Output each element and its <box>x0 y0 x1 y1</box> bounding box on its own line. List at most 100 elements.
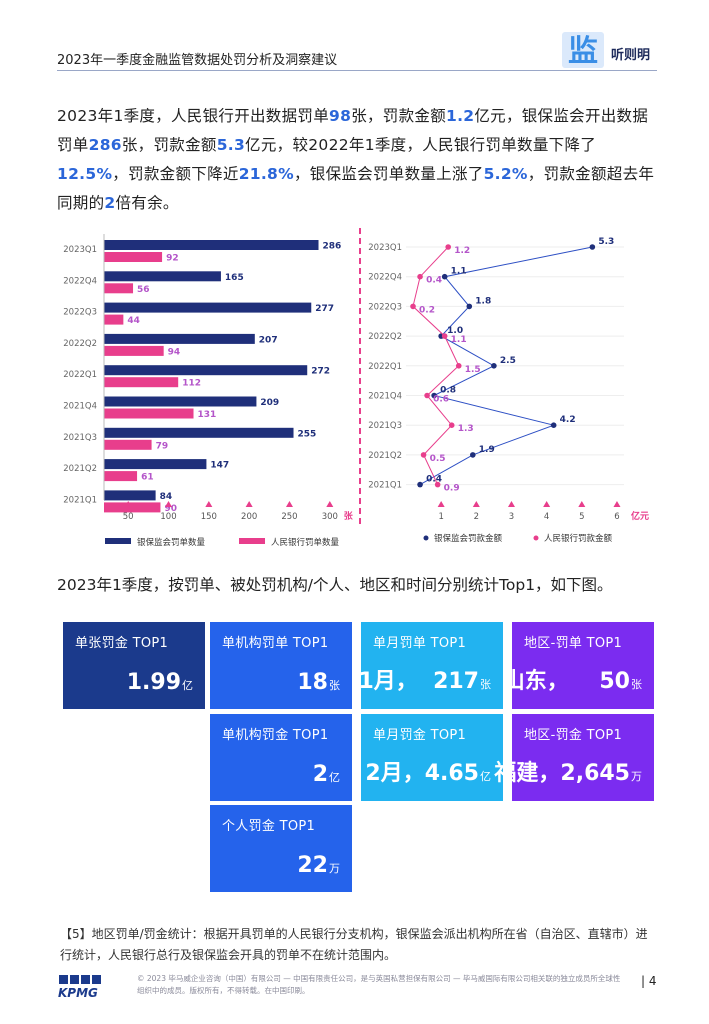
line-label-pboc: 1.2 <box>454 246 470 256</box>
line-category-label: 2021Q3 <box>368 421 402 431</box>
line-x-tick-label: 5 <box>579 512 584 522</box>
bar-category-label: 2021Q2 <box>63 464 97 474</box>
line-label-yinbao: 1.1 <box>451 267 467 277</box>
highlight-number: 5.3 <box>216 136 246 154</box>
bar-tick-marker <box>245 501 253 507</box>
highlight-number: 286 <box>88 136 122 154</box>
intro-text: ，银保监会罚单数量上涨了 <box>293 165 484 183</box>
header-divider <box>57 70 657 71</box>
point-yinbao <box>441 273 448 280</box>
line-tick-marker <box>543 501 551 507</box>
bar-tick-marker <box>285 501 293 507</box>
card-value-number: 1.99 <box>126 670 181 695</box>
jian-logo: 监 <box>562 32 604 68</box>
bar-label-yinbao: 147 <box>210 461 229 471</box>
bar-label-pboc: 94 <box>168 347 181 357</box>
card-value-number: 1月， 217 <box>358 669 479 694</box>
bar-label-pboc: 56 <box>137 285 150 295</box>
intro-text: ，罚款金额下降近 <box>112 165 239 183</box>
line-x-tick-label: 4 <box>544 512 549 522</box>
highlight-number: 2 <box>104 194 116 212</box>
card-title: 单月罚金 TOP1 <box>373 728 467 743</box>
top1-card: 单机构罚单 TOP1 18张 <box>210 622 352 709</box>
bar-pboc-2021Q3 <box>104 439 152 450</box>
point-yinbao <box>431 392 437 399</box>
bar-category-label: 2023Q1 <box>63 245 97 255</box>
bar-yinbao-2022Q3 <box>104 302 312 313</box>
card-title: 单月罚单 TOP1 <box>373 636 467 651</box>
chart-divider <box>359 228 361 524</box>
line-chart-penalty-amounts: 2023Q1 2022Q4 2022Q3 2022Q2 2022Q1 2021Q4 2021… <box>368 237 649 544</box>
bar-tick-marker <box>205 501 213 507</box>
card-value-unit: 万 <box>631 770 642 783</box>
bar-label-yinbao: 255 <box>298 429 317 439</box>
line-label-pboc: 1.5 <box>465 365 481 375</box>
bar-yinbao-2021Q1 <box>104 490 156 501</box>
bar-yinbao-2022Q2 <box>104 333 255 344</box>
legend-label-pboc-amount: 人民银行罚款金额 <box>544 533 613 544</box>
bar-label-yinbao: 209 <box>260 398 279 408</box>
legend-label-pboc: 人民银行罚单数量 <box>271 537 340 548</box>
legend-swatch-pboc <box>239 538 265 544</box>
line-label-yinbao: 1.0 <box>447 326 463 336</box>
bar-x-unit: 张 <box>344 510 354 522</box>
bar-label-pboc: 61 <box>141 473 154 483</box>
card-value-number: 山东， 50 <box>502 669 630 694</box>
line-label-yinbao: 1.9 <box>479 445 495 455</box>
intro-text: 张，罚款金额 <box>121 136 217 154</box>
line-label-yinbao: 0.8 <box>440 386 456 396</box>
line-label-pboc: 1.1 <box>451 335 467 345</box>
bar-yinbao-2022Q4 <box>104 271 221 282</box>
line-category-label: 2022Q2 <box>368 332 402 342</box>
line-x-unit: 亿元 <box>631 510 649 522</box>
bar-category-label: 2021Q4 <box>63 402 97 412</box>
bar-category-label: 2022Q2 <box>63 339 97 349</box>
line-label-pboc: 0.6 <box>433 395 449 405</box>
line-x-tick-label: 2 <box>474 512 479 522</box>
line-label-yinbao: 2.5 <box>500 356 516 366</box>
bar-yinbao-2021Q3 <box>104 427 294 438</box>
card-title: 地区-罚金 TOP1 <box>524 728 623 743</box>
line-category-label: 2022Q1 <box>368 362 402 372</box>
card-value-unit: 万 <box>329 862 340 875</box>
bar-pboc-2021Q2 <box>104 471 138 482</box>
bar-pboc-2022Q1 <box>104 377 179 388</box>
line-category-label: 2021Q1 <box>368 481 402 491</box>
point-yinbao <box>470 452 476 458</box>
point-pboc <box>441 333 448 339</box>
line-label-pboc: 0.2 <box>419 305 435 315</box>
point-yinbao <box>550 422 557 428</box>
card-value-number: 2月，4.65 <box>365 761 479 786</box>
bar-label-pboc: 131 <box>198 410 217 420</box>
line-label-pboc: 0.4 <box>426 276 442 286</box>
card-title: 单机构罚单 TOP1 <box>222 636 329 651</box>
copyright-text: © 2023 毕马威企业咨询（中国）有限公司 — 中国有限责任公司，是与英国私营… <box>137 974 621 995</box>
line-label-pboc: 0.9 <box>444 484 460 494</box>
point-pboc <box>448 422 455 428</box>
bar-x-tick-label: 150 <box>201 512 217 522</box>
card-value-unit: 张 <box>480 678 491 691</box>
card-value: 18张 <box>297 670 340 695</box>
line-tick-marker <box>578 501 586 507</box>
bar-pboc-2021Q1 <box>104 502 161 513</box>
line-category-label: 2022Q3 <box>368 302 402 312</box>
intro-text: ，罚款金额超去年同期的 <box>57 165 655 212</box>
line-tick-marker <box>472 501 480 507</box>
highlight-number: 1.2 <box>446 107 475 125</box>
line-label-yinbao: 4.2 <box>560 415 576 425</box>
bar-tick-marker <box>165 501 173 507</box>
bar-label-yinbao: 84 <box>160 492 173 502</box>
card-value-number: 22 <box>297 853 328 878</box>
card-value: 22万 <box>297 853 340 878</box>
line-tick-marker <box>613 501 621 507</box>
card-title: 单机构罚金 TOP1 <box>222 728 329 743</box>
bar-pboc-2023Q1 <box>104 252 163 262</box>
card-value: 福建，2,645万 <box>494 755 642 787</box>
logo-glyph: 监 <box>568 34 598 68</box>
point-pboc <box>420 452 427 458</box>
legend-dot-pboc <box>533 535 539 541</box>
card-title: 个人罚金 TOP1 <box>222 819 316 834</box>
bar-x-tick-label: 250 <box>281 512 297 522</box>
intro-text: 倍有余。 <box>115 194 179 212</box>
bar-x-tick-label: 100 <box>160 512 176 522</box>
